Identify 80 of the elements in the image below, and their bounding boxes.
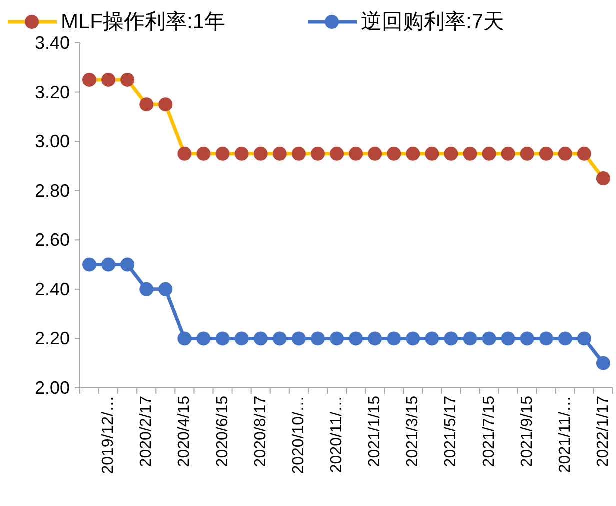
point xyxy=(196,146,211,161)
point xyxy=(501,332,516,346)
point xyxy=(368,332,382,346)
point xyxy=(158,282,173,296)
y-tick-label: 3.00 xyxy=(34,132,70,152)
point xyxy=(330,332,344,346)
x-tick-label: 2020/8/17 xyxy=(252,396,270,468)
x-tick-label: 2021/11/… xyxy=(556,396,574,474)
point xyxy=(463,332,478,346)
point xyxy=(330,146,344,161)
point xyxy=(102,258,116,272)
x-tick-label: 2020/6/15 xyxy=(214,396,232,468)
point xyxy=(463,146,478,161)
point xyxy=(102,72,116,87)
point xyxy=(520,332,534,346)
point xyxy=(272,146,287,161)
point xyxy=(387,332,402,346)
point xyxy=(482,332,496,346)
point xyxy=(577,332,592,346)
y-tick-label: 2.20 xyxy=(34,328,70,349)
point xyxy=(539,332,554,346)
legend-label: MLF操作利率:1年 xyxy=(61,10,226,34)
point xyxy=(596,172,610,186)
point xyxy=(82,258,97,272)
point xyxy=(254,146,268,161)
y-tick-label: 2.00 xyxy=(34,378,70,398)
x-tick-label: 2021/9/15 xyxy=(518,396,536,468)
point xyxy=(425,146,440,161)
point xyxy=(349,146,364,161)
x-tick-label: 2020/4/15 xyxy=(176,396,194,468)
point xyxy=(216,332,230,346)
x-tick-label: 2020/2/17 xyxy=(138,396,156,468)
point xyxy=(272,332,287,346)
x-tick-label: 2020/11/… xyxy=(328,396,346,474)
point xyxy=(310,146,325,161)
point xyxy=(234,332,249,346)
x-tick-label: 2021/7/15 xyxy=(480,396,498,468)
x-tick-label: 2021/3/15 xyxy=(404,396,422,468)
point xyxy=(196,332,211,346)
x-tick-label: 2021/1/15 xyxy=(366,396,384,468)
point xyxy=(178,146,192,161)
y-tick-label: 2.80 xyxy=(34,180,70,201)
point xyxy=(140,98,154,112)
point xyxy=(558,146,572,161)
point xyxy=(140,282,154,296)
point xyxy=(216,146,230,161)
point xyxy=(178,332,192,346)
point xyxy=(234,146,249,161)
x-tick-label: 2022/1/17 xyxy=(594,396,612,468)
point xyxy=(520,146,534,161)
x-tick-label: 2021/5/17 xyxy=(442,396,460,468)
point xyxy=(368,146,382,161)
point xyxy=(425,332,440,346)
point xyxy=(406,146,420,161)
x-tick-label: 2020/10/… xyxy=(290,396,308,474)
point xyxy=(310,332,325,346)
point xyxy=(596,356,610,370)
point xyxy=(482,146,496,161)
point xyxy=(539,146,554,161)
legend-label: 逆回购利率:7天 xyxy=(361,10,505,34)
point xyxy=(444,332,458,346)
point xyxy=(254,332,268,346)
point xyxy=(577,146,592,161)
point xyxy=(292,146,306,161)
point xyxy=(82,72,97,87)
point xyxy=(120,72,135,87)
y-tick-label: 2.40 xyxy=(34,279,70,300)
y-tick-label: 3.40 xyxy=(34,33,70,53)
point xyxy=(387,146,402,161)
y-tick-label: 2.60 xyxy=(34,230,70,250)
point xyxy=(444,146,458,161)
point xyxy=(120,258,135,272)
point xyxy=(349,332,364,346)
point xyxy=(292,332,306,346)
x-tick-label: 2019/12/… xyxy=(100,396,118,474)
point xyxy=(558,332,572,346)
y-tick-label: 3.20 xyxy=(34,82,70,102)
point xyxy=(406,332,420,346)
point xyxy=(501,146,516,161)
point xyxy=(158,98,173,112)
